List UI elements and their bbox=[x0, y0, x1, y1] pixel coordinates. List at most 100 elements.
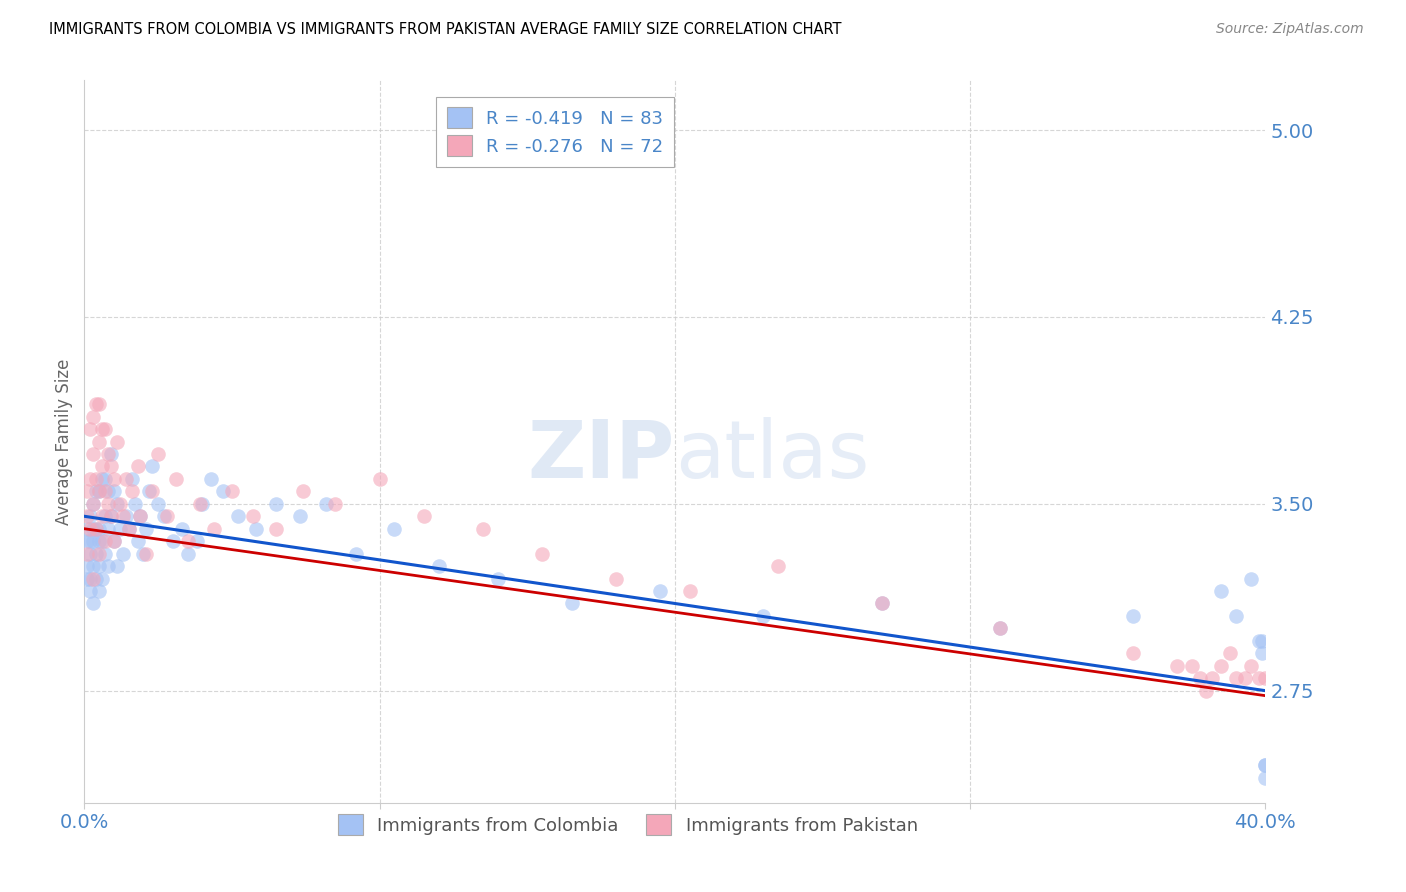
Point bbox=[870, 597, 893, 611]
Point bbox=[561, 597, 583, 611]
Point bbox=[84, 472, 107, 486]
Point bbox=[111, 547, 134, 561]
Point bbox=[1251, 633, 1274, 648]
Point bbox=[82, 559, 104, 574]
Point bbox=[82, 597, 104, 611]
Point bbox=[79, 572, 101, 586]
Point bbox=[148, 497, 170, 511]
Point bbox=[100, 509, 122, 524]
Point bbox=[103, 484, 125, 499]
Point bbox=[1254, 758, 1277, 772]
Point bbox=[177, 547, 200, 561]
Point bbox=[325, 497, 347, 511]
Point bbox=[79, 509, 101, 524]
Point bbox=[82, 534, 104, 549]
Point bbox=[186, 534, 208, 549]
Point bbox=[82, 409, 104, 424]
Point bbox=[84, 397, 107, 411]
Point bbox=[1240, 572, 1263, 586]
Point bbox=[79, 422, 101, 436]
Point bbox=[91, 459, 114, 474]
Point bbox=[79, 534, 101, 549]
Point bbox=[1233, 671, 1256, 685]
Point bbox=[82, 447, 104, 461]
Point bbox=[103, 472, 125, 486]
Point bbox=[84, 484, 107, 499]
Point bbox=[226, 509, 249, 524]
Point bbox=[118, 522, 141, 536]
Point bbox=[988, 621, 1011, 635]
Point bbox=[202, 522, 225, 536]
Point bbox=[165, 472, 187, 486]
Point bbox=[162, 534, 184, 549]
Point bbox=[1195, 683, 1218, 698]
Point bbox=[94, 484, 117, 499]
Point bbox=[679, 584, 702, 599]
Point bbox=[127, 534, 149, 549]
Point bbox=[141, 484, 163, 499]
Point bbox=[1225, 671, 1247, 685]
Point bbox=[97, 447, 120, 461]
Point bbox=[245, 522, 267, 536]
Point bbox=[84, 572, 107, 586]
Point bbox=[605, 572, 627, 586]
Point bbox=[1225, 609, 1247, 624]
Point bbox=[82, 572, 104, 586]
Point bbox=[76, 559, 98, 574]
Point bbox=[221, 484, 243, 499]
Text: IMMIGRANTS FROM COLOMBIA VS IMMIGRANTS FROM PAKISTAN AVERAGE FAMILY SIZE CORRELA: IMMIGRANTS FROM COLOMBIA VS IMMIGRANTS F… bbox=[49, 22, 842, 37]
Point bbox=[97, 559, 120, 574]
Point bbox=[76, 572, 98, 586]
Point bbox=[87, 522, 111, 536]
Point bbox=[1254, 771, 1277, 785]
Point bbox=[177, 534, 200, 549]
Point bbox=[82, 522, 104, 536]
Point bbox=[768, 559, 790, 574]
Point bbox=[141, 459, 163, 474]
Point bbox=[1211, 584, 1233, 599]
Point bbox=[87, 584, 111, 599]
Point bbox=[127, 459, 149, 474]
Point bbox=[288, 509, 311, 524]
Point bbox=[105, 497, 128, 511]
Point bbox=[1122, 609, 1144, 624]
Point bbox=[650, 584, 672, 599]
Point bbox=[1181, 658, 1204, 673]
Point bbox=[1166, 658, 1188, 673]
Point bbox=[94, 509, 117, 524]
Point bbox=[82, 497, 104, 511]
Point bbox=[91, 534, 114, 549]
Point bbox=[79, 547, 101, 561]
Legend: Immigrants from Colombia, Immigrants from Pakistan: Immigrants from Colombia, Immigrants fro… bbox=[329, 805, 927, 845]
Point bbox=[988, 621, 1011, 635]
Point bbox=[76, 522, 98, 536]
Text: ZIP: ZIP bbox=[527, 417, 675, 495]
Point bbox=[91, 509, 114, 524]
Point bbox=[200, 472, 222, 486]
Point bbox=[266, 522, 288, 536]
Point bbox=[84, 547, 107, 561]
Point bbox=[1189, 671, 1212, 685]
Point bbox=[1211, 658, 1233, 673]
Point bbox=[111, 509, 134, 524]
Point bbox=[212, 484, 235, 499]
Point bbox=[118, 522, 141, 536]
Point bbox=[531, 547, 554, 561]
Point bbox=[1240, 658, 1263, 673]
Point bbox=[108, 522, 131, 536]
Point bbox=[76, 547, 98, 561]
Point bbox=[103, 534, 125, 549]
Point bbox=[124, 497, 146, 511]
Point bbox=[105, 559, 128, 574]
Point bbox=[129, 509, 152, 524]
Point bbox=[188, 497, 211, 511]
Point bbox=[82, 497, 104, 511]
Point bbox=[76, 509, 98, 524]
Point bbox=[87, 397, 111, 411]
Point bbox=[100, 459, 122, 474]
Text: Source: ZipAtlas.com: Source: ZipAtlas.com bbox=[1216, 22, 1364, 37]
Point bbox=[170, 522, 193, 536]
Point bbox=[156, 509, 179, 524]
Point bbox=[191, 497, 214, 511]
Point bbox=[84, 522, 107, 536]
